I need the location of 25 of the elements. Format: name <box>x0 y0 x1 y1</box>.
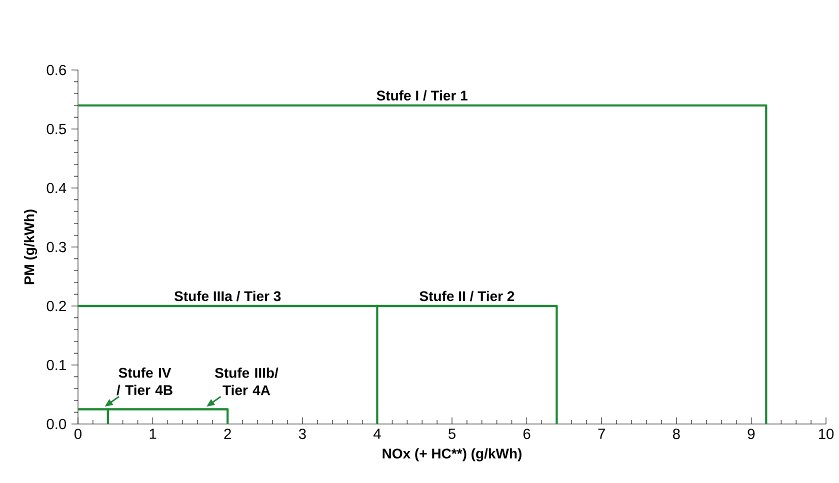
x-tick-label: 10 <box>818 428 834 440</box>
x-tick-label: 9 <box>748 428 755 440</box>
y-tick-label: 0.2 <box>46 300 66 312</box>
x-tick-label: 2 <box>224 428 231 439</box>
x-tick-label: 8 <box>672 428 680 440</box>
y-axis-title: PM (g/kWh) <box>24 210 38 284</box>
y-tick-label: 0.6 <box>46 64 66 76</box>
series-label: Stufe II / Tier 2 <box>420 290 514 302</box>
x-tick-label: 7 <box>598 428 605 439</box>
x-tick-label: 6 <box>523 428 530 440</box>
x-tick-label: 3 <box>298 428 306 440</box>
series-label: Stufe IV / Tier 4B <box>116 367 172 396</box>
x-tick-label: 0 <box>74 428 82 440</box>
y-tick-label: 0.1 <box>46 360 66 370</box>
series-label: Stufe IIIb/ Tier 4A <box>215 368 278 396</box>
series-label: Stufe IIIa / Tier 3 <box>174 290 281 302</box>
y-tick-label: 0.3 <box>46 242 66 252</box>
y-tick-label: 0.4 <box>46 182 66 194</box>
x-tick-label: 5 <box>448 428 456 439</box>
y-tick-label: 0.5 <box>46 124 66 134</box>
y-tick-label: 0.0 <box>46 418 66 430</box>
series-label: Stufe I / Tier 1 <box>376 90 468 101</box>
x-axis-title: NOx (+ HC**) (g/kWh) <box>382 448 522 462</box>
x-tick-label: 4 <box>373 428 381 439</box>
x-tick-label: 1 <box>150 428 156 439</box>
